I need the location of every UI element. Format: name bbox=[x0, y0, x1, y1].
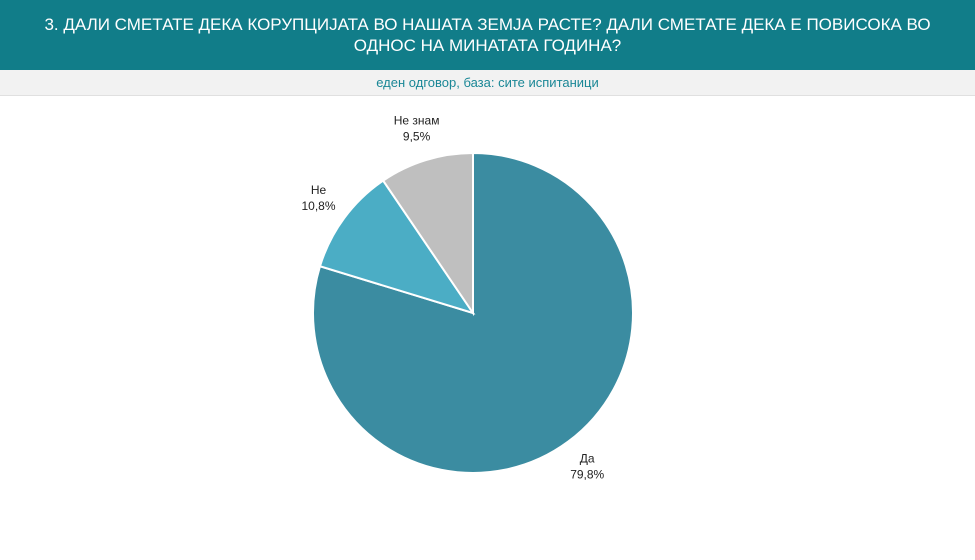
chart-subtitle: еден одговор, база: сите испитаници bbox=[0, 70, 975, 96]
pie-slice bbox=[318, 179, 476, 315]
chart-title: 3. ДАЛИ СМЕТАТЕ ДЕКА КОРУПЦИЈАТА ВО НАША… bbox=[44, 15, 931, 55]
header: 3. ДАЛИ СМЕТАТЕ ДЕКА КОРУПЦИЈАТА ВО НАША… bbox=[0, 0, 975, 70]
value-label: 9,5% bbox=[403, 130, 431, 144]
pie-slice bbox=[381, 151, 474, 317]
slice-label: Не знам bbox=[394, 114, 440, 128]
value-label: 79,8% bbox=[570, 468, 604, 482]
value-label: 10,8% bbox=[301, 199, 335, 213]
chart: Да 79,8% Не 10,8% Не знам 9,5% bbox=[301, 114, 634, 482]
slice-label: Не bbox=[311, 183, 327, 197]
slice-label: Да bbox=[580, 452, 595, 466]
